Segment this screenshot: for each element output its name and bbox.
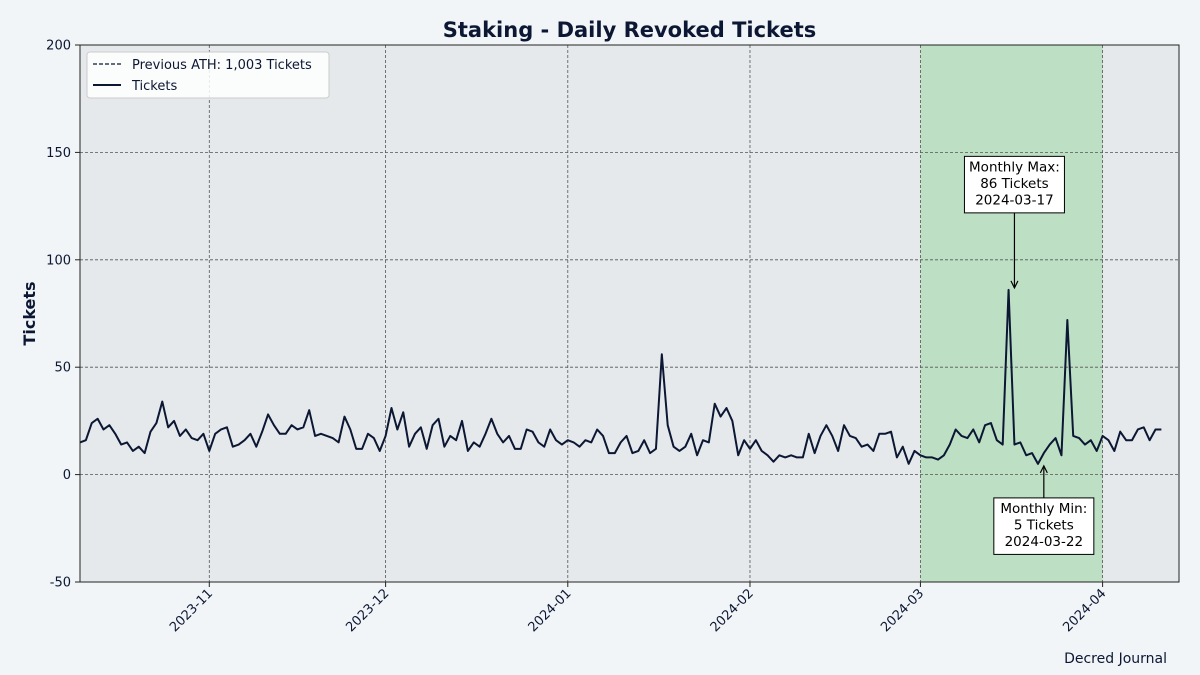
annotation-box (963, 155, 1065, 214)
annotation-arrowhead (1010, 280, 1019, 290)
y-tick-label: 150 (46, 146, 71, 161)
y-tick-label: 50 (54, 361, 71, 376)
annotation-text: Monthly Min: (1000, 501, 1087, 517)
credit-text: Decred Journal (1064, 651, 1167, 667)
legend-label-tickets: Tickets (131, 79, 177, 94)
annotation-text: Monthly Max: (969, 159, 1060, 175)
legend-label-previous-ath: Previous ATH: 1,003 Tickets (132, 58, 312, 73)
plot-frame (79, 44, 1180, 583)
legend: Previous ATH: 1,003 Tickets Tickets (86, 51, 330, 99)
annotation-text: 2024-03-22 (1005, 534, 1083, 550)
y-axis-label: Tickets (20, 281, 39, 345)
annotation-text: 86 Tickets (980, 176, 1048, 192)
annotation-text: 5 Tickets (1014, 517, 1074, 533)
legend-box (86, 51, 330, 99)
y-tick-label: 0 (63, 468, 71, 483)
annotation-text: 2024-03-17 (975, 192, 1053, 208)
y-tick-label: -50 (50, 576, 71, 591)
chart-title: Staking - Daily Revoked Tickets (443, 18, 817, 42)
y-tick-label: 100 (46, 253, 71, 268)
highlight-band (920, 45, 1103, 582)
annotation-arrowhead (1039, 464, 1048, 474)
y-tick-label: 200 (46, 39, 71, 54)
series-line-tickets (79, 288, 1162, 465)
annotation-box (993, 497, 1095, 555)
